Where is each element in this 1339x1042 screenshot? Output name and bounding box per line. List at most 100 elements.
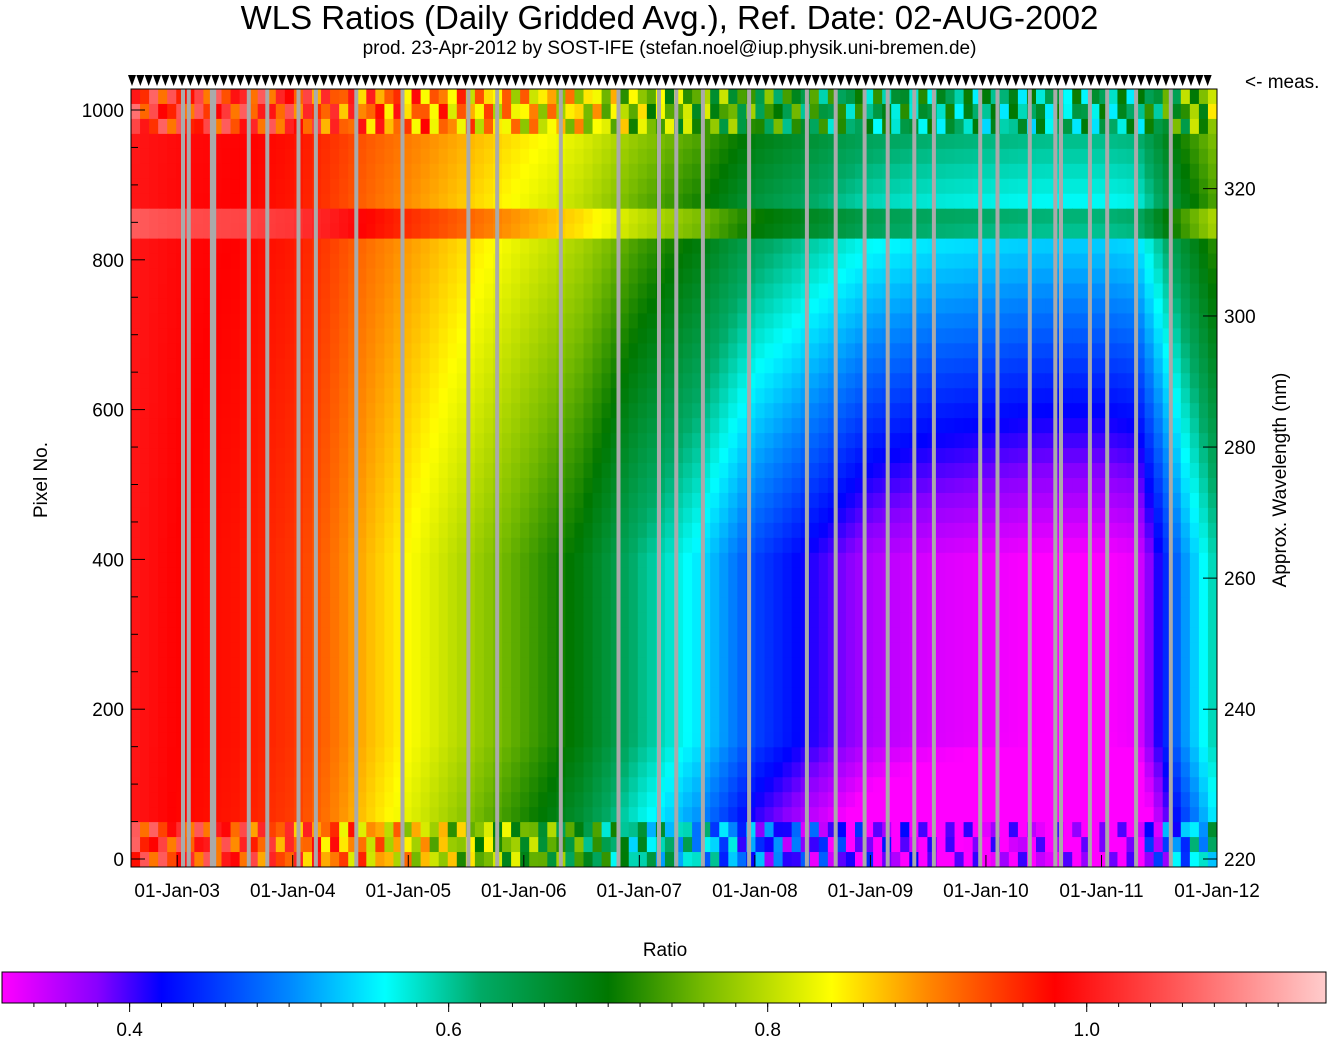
- heatmap-cell: [411, 89, 422, 105]
- heatmap-cell: [474, 582, 485, 599]
- heatmap-cell: [981, 103, 992, 120]
- heatmap-cell: [583, 612, 594, 629]
- heatmap-cell: [900, 358, 910, 374]
- heatmap-cell: [764, 582, 775, 599]
- heatmap-cell: [827, 463, 838, 479]
- heatmap-cell: [710, 418, 720, 434]
- heatmap-cell: [809, 657, 820, 674]
- heatmap-cell: [483, 627, 494, 644]
- heatmap-cell: [547, 268, 557, 285]
- heatmap-cell: [1153, 328, 1164, 344]
- heatmap-cell: [755, 642, 766, 659]
- heatmap-cell: [918, 507, 928, 524]
- heatmap-cell: [348, 537, 358, 554]
- heatmap-cell: [1072, 567, 1082, 584]
- heatmap-cell: [375, 133, 385, 150]
- heatmap-cell: [664, 118, 675, 135]
- heatmap-cell: [719, 642, 729, 659]
- heatmap-cell: [140, 388, 150, 404]
- heatmap-cell: [646, 163, 657, 180]
- heatmap-cell: [601, 208, 612, 225]
- heatmap-cell: [809, 283, 820, 300]
- heatmap-cell: [918, 657, 928, 674]
- heatmap-cell: [619, 373, 630, 389]
- heatmap-cell: [1135, 642, 1146, 659]
- heatmap-cell: [755, 373, 766, 389]
- heatmap-cell: [248, 522, 259, 539]
- heatmap-cell: [737, 537, 747, 554]
- heatmap-cell: [140, 597, 150, 614]
- heatmap-cell: [900, 672, 910, 689]
- heatmap-cell: [483, 522, 494, 539]
- heatmap-cell: [746, 687, 757, 704]
- heatmap-cell: [873, 178, 883, 195]
- heatmap-cell: [1162, 672, 1173, 689]
- heatmap-cell: [755, 193, 766, 210]
- heatmap-cell: [149, 567, 159, 584]
- heatmap-cell: [511, 702, 521, 718]
- heatmap-cell: [836, 612, 847, 629]
- heatmap-cell: [954, 298, 965, 315]
- heatmap-cell: [737, 627, 747, 644]
- heatmap-cell: [483, 492, 494, 509]
- heatmap-cell: [818, 253, 829, 270]
- heatmap-cell: [357, 597, 367, 614]
- heatmap-cell: [275, 148, 286, 165]
- heatmap-cell: [1171, 507, 1182, 524]
- heatmap-cell: [827, 223, 838, 240]
- heatmap-cell: [529, 148, 539, 165]
- heatmap-cell: [547, 223, 557, 240]
- heatmap-cell: [1054, 223, 1064, 240]
- heatmap-cell: [248, 687, 259, 704]
- heatmap-cell: [873, 163, 883, 180]
- heatmap-cell: [574, 268, 585, 285]
- heatmap-cell: [131, 298, 141, 315]
- heatmap-cell: [1036, 118, 1046, 135]
- heatmap-cell: [420, 298, 431, 315]
- heatmap-cell: [248, 298, 259, 315]
- heatmap-cell: [1144, 238, 1155, 255]
- heatmap-cell: [773, 492, 784, 509]
- heatmap-cell: [719, 507, 729, 524]
- heatmap-cell: [339, 238, 349, 255]
- heatmap-cell: [963, 492, 974, 509]
- heatmap-cell: [737, 388, 747, 404]
- heatmap-cell: [683, 702, 693, 718]
- heatmap-cell: [999, 522, 1010, 539]
- heatmap-cell: [954, 283, 965, 300]
- heatmap-cell: [592, 612, 603, 629]
- heatmap-cell: [1144, 373, 1155, 389]
- heatmap-cell: [339, 223, 349, 240]
- heatmap-cell: [936, 582, 947, 599]
- heatmap-cell: [158, 253, 168, 270]
- heatmap-cell: [411, 642, 422, 659]
- heatmap-cell: [764, 478, 775, 494]
- heatmap-cell: [764, 672, 775, 689]
- heatmap-cell: [529, 627, 539, 644]
- heatmap-cell: [710, 687, 720, 704]
- heatmap-cell: [321, 418, 331, 434]
- heatmap-cell: [1135, 567, 1146, 584]
- heatmap-cell: [1126, 403, 1137, 419]
- heatmap-cell: [1036, 537, 1046, 554]
- heatmap-cell: [366, 283, 376, 300]
- heatmap-cell: [1108, 463, 1119, 479]
- heatmap-cell: [701, 522, 711, 539]
- heatmap-cell: [348, 463, 358, 479]
- heatmap-cell: [972, 388, 983, 404]
- heatmap-cell: [1090, 358, 1100, 374]
- heatmap-cell: [384, 567, 395, 584]
- heatmap-cell: [257, 208, 268, 225]
- heatmap-cell: [131, 627, 141, 644]
- heatmap-cell: [429, 492, 440, 509]
- heatmap-cell: [212, 642, 223, 659]
- heatmap-cell: [583, 657, 594, 674]
- heatmap-cell: [330, 178, 340, 195]
- heatmap-cell: [809, 492, 820, 509]
- heatmap-cell: [438, 597, 449, 614]
- heatmap-cell: [1099, 507, 1109, 524]
- heatmap-cell: [1135, 358, 1146, 374]
- heatmap-cell: [1198, 253, 1209, 270]
- heatmap-cell: [1081, 193, 1091, 210]
- heatmap-cell: [1180, 582, 1191, 599]
